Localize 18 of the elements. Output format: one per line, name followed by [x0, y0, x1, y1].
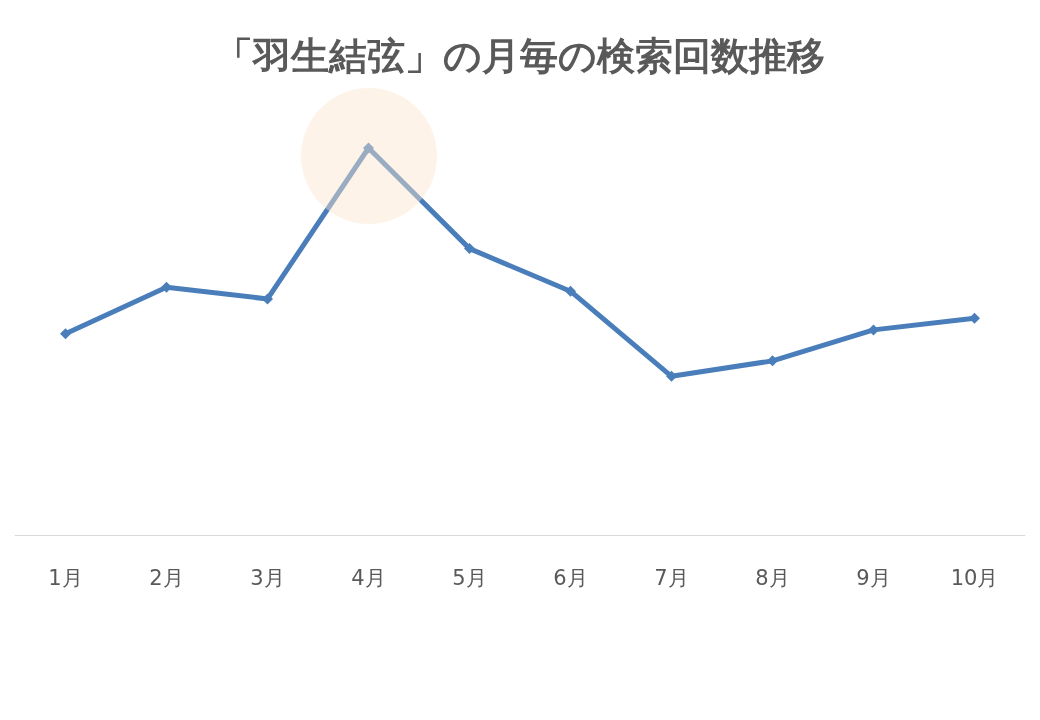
point	[868, 324, 879, 336]
x-tick-label: 10月	[950, 565, 999, 590]
point	[565, 285, 576, 297]
x-tick-label: 9月	[856, 565, 891, 590]
x-tick-label: 4月	[351, 565, 386, 590]
x-tick-label: 8月	[755, 565, 790, 590]
x-tick-label: 2月	[149, 565, 184, 590]
x-tick-label: 5月	[452, 565, 487, 590]
point	[464, 243, 475, 255]
point	[60, 328, 71, 340]
x-tick-label: 3月	[250, 565, 285, 590]
point	[969, 312, 980, 324]
chart-title: 「羽生結弦」の月毎の検索回数推移	[215, 34, 825, 78]
point	[363, 142, 374, 154]
x-tick-label: 6月	[553, 565, 588, 590]
point	[161, 281, 172, 293]
x-tick-label: 1月	[48, 565, 83, 590]
x-tick-label: 7月	[654, 565, 689, 590]
